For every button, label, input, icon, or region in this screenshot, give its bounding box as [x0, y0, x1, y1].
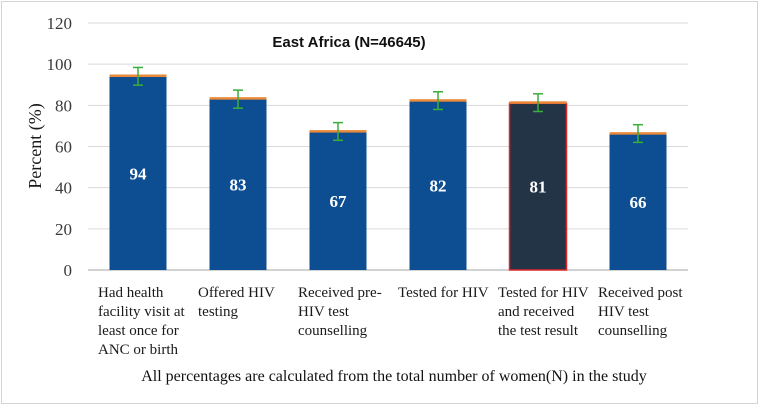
data-label: 66	[630, 193, 647, 212]
y-tick-label: 100	[47, 55, 73, 74]
y-tick-label: 40	[55, 179, 72, 198]
data-label: 83	[230, 176, 247, 195]
bar	[209, 99, 267, 271]
bars: 94 83 67 82 81 66	[109, 66, 667, 271]
y-tick-label: 20	[55, 220, 72, 239]
y-axis-ticks: 0 20 40 60 80 100 120	[47, 14, 73, 280]
bar	[409, 101, 467, 270]
data-label: 67	[330, 192, 348, 211]
x-category-label: Received post HIV test counselling	[598, 285, 683, 339]
bar	[309, 132, 367, 270]
data-label: 94	[130, 164, 148, 183]
bar	[609, 134, 667, 270]
y-tick-label: 120	[47, 14, 73, 33]
bar	[508, 102, 568, 271]
chart-title: East Africa (N=46645)	[272, 34, 425, 51]
y-tick-label: 0	[64, 261, 73, 280]
y-tick-label: 80	[55, 96, 72, 115]
x-category-label: Received pre-HIV test counselling	[298, 285, 382, 339]
x-category-label: Tested for HIV	[398, 285, 489, 301]
bar	[109, 76, 167, 271]
x-axis-categories: Had health facility visit at least once fo…	[98, 285, 683, 358]
gridlines	[88, 22, 688, 271]
data-label: 82	[430, 177, 447, 196]
y-axis-label: Percent (%)	[25, 103, 46, 188]
y-tick-label: 60	[55, 138, 72, 157]
data-label: 81	[530, 178, 547, 197]
x-category-label: Had health facility visit at least once fo…	[98, 285, 185, 358]
footnote: All percentages are calculated from the …	[141, 368, 647, 385]
x-category-label: Tested for HIV and received the test resul…	[498, 285, 589, 339]
x-category-label: Offered HIV testing	[198, 285, 275, 320]
